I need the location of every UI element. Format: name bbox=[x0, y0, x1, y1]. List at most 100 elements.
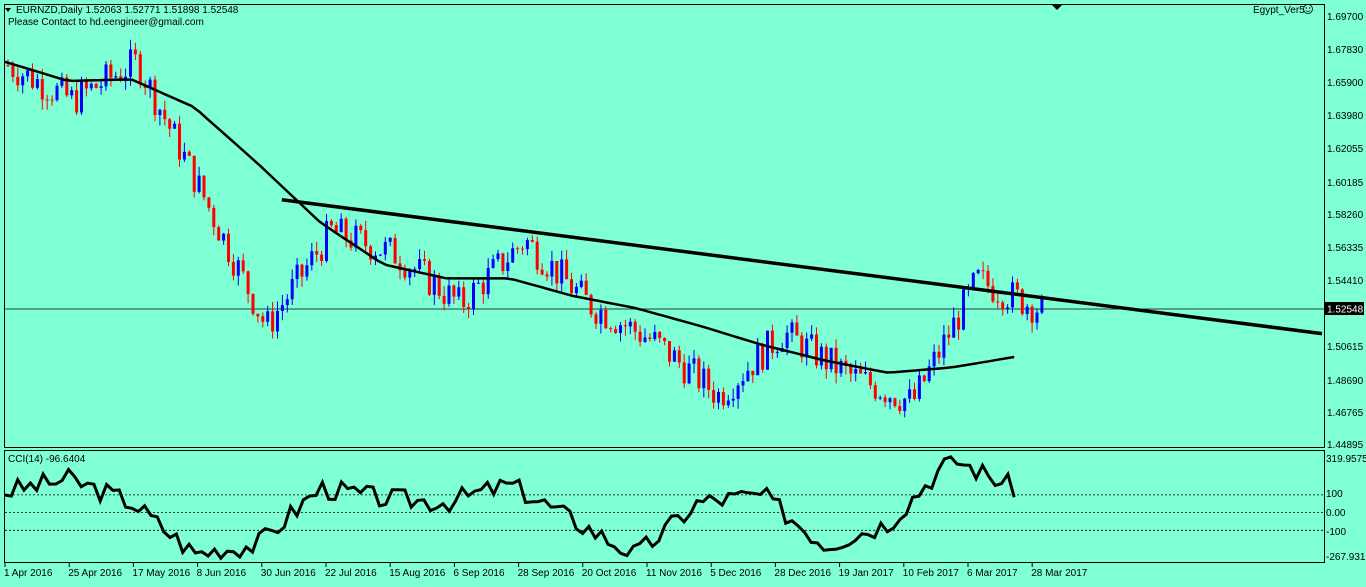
candle-body bbox=[236, 260, 240, 276]
candle-body bbox=[859, 369, 863, 374]
candle-body bbox=[584, 280, 588, 295]
candle-body bbox=[1006, 307, 1010, 310]
candle-body bbox=[702, 368, 706, 389]
candle-body bbox=[369, 246, 373, 260]
candle-body bbox=[521, 248, 524, 250]
current-price-label: 1.52548 bbox=[1327, 305, 1364, 316]
cci-axis-label: 0.00 bbox=[1326, 508, 1346, 519]
candle-body bbox=[736, 385, 740, 399]
candle-body bbox=[35, 79, 39, 88]
candle-body bbox=[614, 329, 618, 333]
candle-body bbox=[1001, 302, 1005, 310]
candle-body bbox=[1030, 306, 1034, 323]
candle-body bbox=[682, 362, 686, 384]
candle-body bbox=[40, 79, 44, 100]
candle-body bbox=[898, 406, 902, 412]
candle-body bbox=[65, 77, 69, 96]
candle-body bbox=[432, 276, 436, 295]
candle-body bbox=[570, 279, 573, 294]
candle-body bbox=[574, 286, 578, 294]
candle-body bbox=[491, 259, 495, 268]
candle-body bbox=[84, 81, 88, 89]
candle-body bbox=[516, 248, 520, 250]
candle-body bbox=[55, 85, 59, 100]
candle-body bbox=[672, 350, 676, 362]
time-label: 11 Nov 2016 bbox=[646, 568, 702, 579]
candle-body bbox=[927, 366, 931, 382]
candle-body bbox=[800, 335, 804, 358]
candle-body bbox=[1035, 312, 1039, 323]
smiley-icon bbox=[1303, 4, 1313, 14]
candle-body bbox=[393, 238, 397, 264]
candle-body bbox=[276, 310, 279, 332]
candle-body bbox=[418, 259, 422, 270]
time-axis: 1 Apr 2016 25 Apr 2016 17 May 2016 8 Jun 20… bbox=[4, 563, 1088, 579]
candle-body bbox=[648, 337, 652, 339]
candle-body bbox=[893, 398, 897, 407]
candle-body bbox=[481, 282, 485, 295]
candle-body bbox=[89, 83, 93, 89]
candle-body bbox=[697, 358, 701, 389]
candle-body bbox=[770, 330, 774, 353]
candle-body bbox=[16, 76, 20, 86]
candle-body bbox=[530, 240, 534, 242]
candle-body bbox=[849, 365, 853, 374]
candle-body bbox=[129, 49, 132, 77]
time-label: 25 Apr 2016 bbox=[68, 568, 122, 579]
cci-axis-label: 319.9575 bbox=[1326, 454, 1366, 465]
candle-body bbox=[589, 294, 593, 315]
candle-body bbox=[751, 370, 755, 376]
candle-body bbox=[981, 270, 985, 272]
chart-shift-marker-icon[interactable] bbox=[1051, 4, 1063, 10]
candle-body bbox=[148, 79, 152, 88]
candle-body bbox=[300, 264, 304, 277]
candle-body bbox=[741, 380, 745, 386]
candle-body bbox=[320, 254, 324, 262]
candle-body bbox=[712, 389, 716, 403]
moving-average-line bbox=[4, 60, 1015, 374]
candle-body bbox=[726, 400, 730, 406]
trendline[interactable] bbox=[281, 198, 1323, 336]
candle-body bbox=[604, 309, 608, 329]
candle-body bbox=[653, 332, 657, 339]
candle-body bbox=[932, 351, 936, 367]
candle-body bbox=[354, 225, 358, 248]
cci-axis: 319.9575 100 0.00 -100 -267.9317 bbox=[1326, 454, 1366, 563]
candle-body bbox=[158, 109, 162, 116]
candle-body bbox=[109, 64, 113, 78]
candle-body bbox=[619, 325, 622, 333]
candle-body bbox=[163, 109, 167, 120]
price-label: 1.50615 bbox=[1327, 342, 1364, 353]
candle-body bbox=[427, 260, 431, 295]
candle-body bbox=[99, 86, 103, 88]
candle-body bbox=[187, 151, 191, 156]
candle-body bbox=[50, 99, 54, 101]
price-label: 1.67830 bbox=[1327, 45, 1364, 56]
candle-body bbox=[217, 227, 221, 241]
candle-body bbox=[496, 253, 500, 260]
candle-body bbox=[173, 123, 177, 129]
candle-body bbox=[138, 54, 142, 85]
candle-body bbox=[501, 253, 505, 271]
candle-body bbox=[26, 70, 30, 77]
candle-body bbox=[952, 317, 956, 338]
candle-body bbox=[535, 241, 539, 270]
symbol-menu-arrow-icon[interactable] bbox=[5, 8, 11, 12]
candle-body bbox=[594, 314, 598, 324]
candle-body bbox=[182, 151, 186, 160]
candle-body bbox=[462, 287, 466, 307]
candle-body bbox=[413, 269, 417, 271]
candle-body bbox=[75, 90, 79, 113]
candle-body bbox=[810, 334, 814, 339]
candle-body bbox=[731, 398, 735, 401]
candle-body bbox=[133, 49, 137, 55]
candle-body bbox=[457, 287, 461, 297]
time-label: 30 Jun 2016 bbox=[261, 568, 316, 579]
time-label: 8 Jun 2016 bbox=[197, 568, 247, 579]
time-label: 6 Mar 2017 bbox=[967, 568, 1018, 579]
candle-body bbox=[756, 344, 760, 376]
candle-body bbox=[525, 240, 529, 250]
candle-body bbox=[883, 397, 887, 403]
